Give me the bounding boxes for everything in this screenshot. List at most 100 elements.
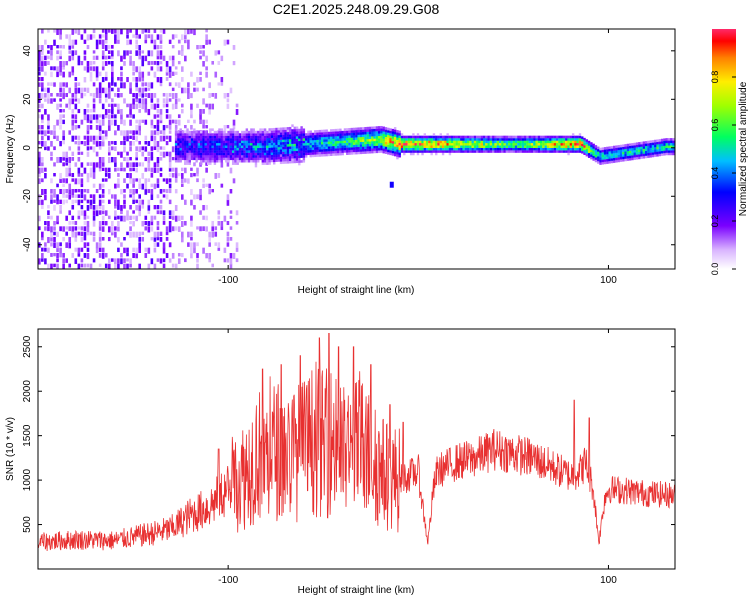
spectrogram-band-cell [227, 142, 230, 146]
spectrogram-noise-cell [86, 189, 90, 194]
spectrogram-noise-cell [168, 82, 172, 87]
spectrogram-band-cell [654, 147, 657, 150]
spectrogram-band-cell [619, 159, 623, 162]
spectrogram-band-cell [332, 145, 335, 149]
spectrogram-noise-cell [83, 253, 87, 258]
spectrogram-band-cell [359, 144, 363, 147]
spectrogram-band-cell [667, 152, 671, 156]
spectrogram-band-cell [288, 141, 292, 145]
spectrogram-noise-cell [144, 146, 148, 152]
spectrogram-band-cell [549, 142, 552, 146]
spectrogram-band-cell [380, 133, 383, 136]
spectrogram-band-cell [279, 156, 283, 160]
spectrogram-band-cell [302, 145, 306, 149]
spectrogram-noise-cell [162, 125, 166, 131]
spectrogram-noise-cell [144, 135, 148, 141]
spectrogram-noise-cell [150, 34, 154, 40]
spectrogram-noise-cell [89, 167, 93, 174]
spectrogram-band-cell [222, 140, 226, 144]
spectrogram-noise-cell [120, 66, 123, 71]
spectrogram-band-cell [314, 154, 317, 158]
spectrogram-noise-cell [50, 45, 53, 51]
spectrogram-band-cell [346, 149, 349, 153]
spectrogram-band-cell [195, 138, 198, 141]
spectrogram-band-cell [350, 152, 354, 155]
spectrogram-noise-cell [138, 66, 141, 72]
spectrogram-band-cell [594, 145, 598, 148]
spectrogram-noise-cell [83, 231, 87, 238]
spectrogram-band-cell [380, 128, 383, 131]
spectrogram-noise-cell [150, 93, 154, 99]
spectrogram-band-cell [672, 150, 675, 153]
spectrogram-noise-cell [129, 231, 132, 238]
spectrogram-band-cell [660, 153, 664, 156]
y-tick-label: 2500 [22, 335, 33, 358]
spectrogram-band-cell [425, 142, 429, 146]
spectrogram-noise-cell [135, 178, 138, 182]
spectrogram-band-cell [448, 145, 452, 148]
spectrogram-band-cell [485, 135, 488, 139]
spectrogram-band-cell [282, 132, 285, 135]
spectrogram-noise-cell [62, 119, 65, 125]
spectrogram-noise-cell [89, 71, 93, 78]
spectrogram-noise-cell [180, 183, 184, 187]
spectrogram-noise-cell [132, 162, 135, 168]
spectrogram-band-cell [261, 155, 265, 158]
spectrogram-band-cell [209, 128, 212, 131]
spectrogram-band-cell [231, 145, 235, 148]
spectrogram-band-cell [619, 152, 623, 155]
spectrogram-band-cell [498, 140, 502, 144]
spectrogram-band-cell [391, 138, 395, 142]
spectrogram-band-cell [220, 159, 223, 163]
spectrogram-band-cell [521, 145, 525, 148]
spectrogram-band-cell [273, 132, 276, 136]
spectrogram-band-cell [521, 140, 525, 144]
spectrogram-band-cell [318, 149, 322, 152]
spectrogram-band-cell [594, 159, 598, 163]
spectrogram-noise-cell [190, 173, 193, 178]
spectrogram-noise-cell [141, 221, 145, 227]
spectrogram-noise-cell [162, 146, 166, 150]
spectrogram-noise-cell [138, 109, 141, 113]
spectrogram-noise-cell [150, 61, 154, 65]
spectrogram-band-cell [200, 140, 203, 144]
spectrogram-band-cell [263, 152, 267, 156]
spectrogram-band-cell [316, 154, 319, 157]
spectrogram-band-cell [672, 152, 675, 156]
spectrogram-band-cell [357, 134, 360, 138]
spectrogram-noise-cell [208, 93, 211, 99]
spectrogram-noise-cell [83, 55, 87, 61]
spectrogram-band-cell [610, 155, 614, 159]
spectrogram-band-cell [466, 135, 470, 139]
spectrogram-noise-cell [132, 178, 135, 184]
spectrogram-band-cell [204, 147, 207, 151]
spectrogram-band-cell [206, 162, 210, 165]
spectrogram-noise-cell [44, 221, 47, 226]
spectrogram-band-cell [487, 147, 490, 151]
spectrogram-band-cell [444, 138, 447, 141]
spectrogram-noise-cell [59, 247, 62, 254]
spectrogram-band-cell [439, 142, 442, 146]
spectrogram-noise-cell [205, 226, 208, 232]
spectrogram-band-cell [270, 130, 274, 134]
spectrogram-noise-cell [104, 34, 108, 41]
spectrogram-noise-cell [144, 55, 148, 62]
spectrogram-noise-cell [217, 210, 221, 215]
spectrogram-band-cell [375, 140, 379, 144]
spectrogram-band-cell [403, 145, 406, 148]
spectrogram-noise-cell [165, 151, 169, 157]
spectrogram-band-cell [615, 147, 618, 151]
spectrogram-band-cell [186, 138, 189, 141]
spectrogram-band-cell [558, 142, 561, 146]
spectrogram-band-cell [423, 142, 427, 146]
spectrogram-band-cell [373, 140, 376, 144]
spectrogram-noise-cell [77, 215, 81, 220]
spectrogram-noise-cell [223, 93, 227, 99]
spectrogram-band-cell [583, 149, 586, 153]
spectrogram-band-cell [220, 145, 223, 148]
spectrogram-band-cell [302, 133, 306, 136]
spectrogram-band-cell [348, 142, 351, 146]
spectrogram-band-cell [309, 154, 312, 158]
spectrogram-band-cell [243, 147, 246, 151]
